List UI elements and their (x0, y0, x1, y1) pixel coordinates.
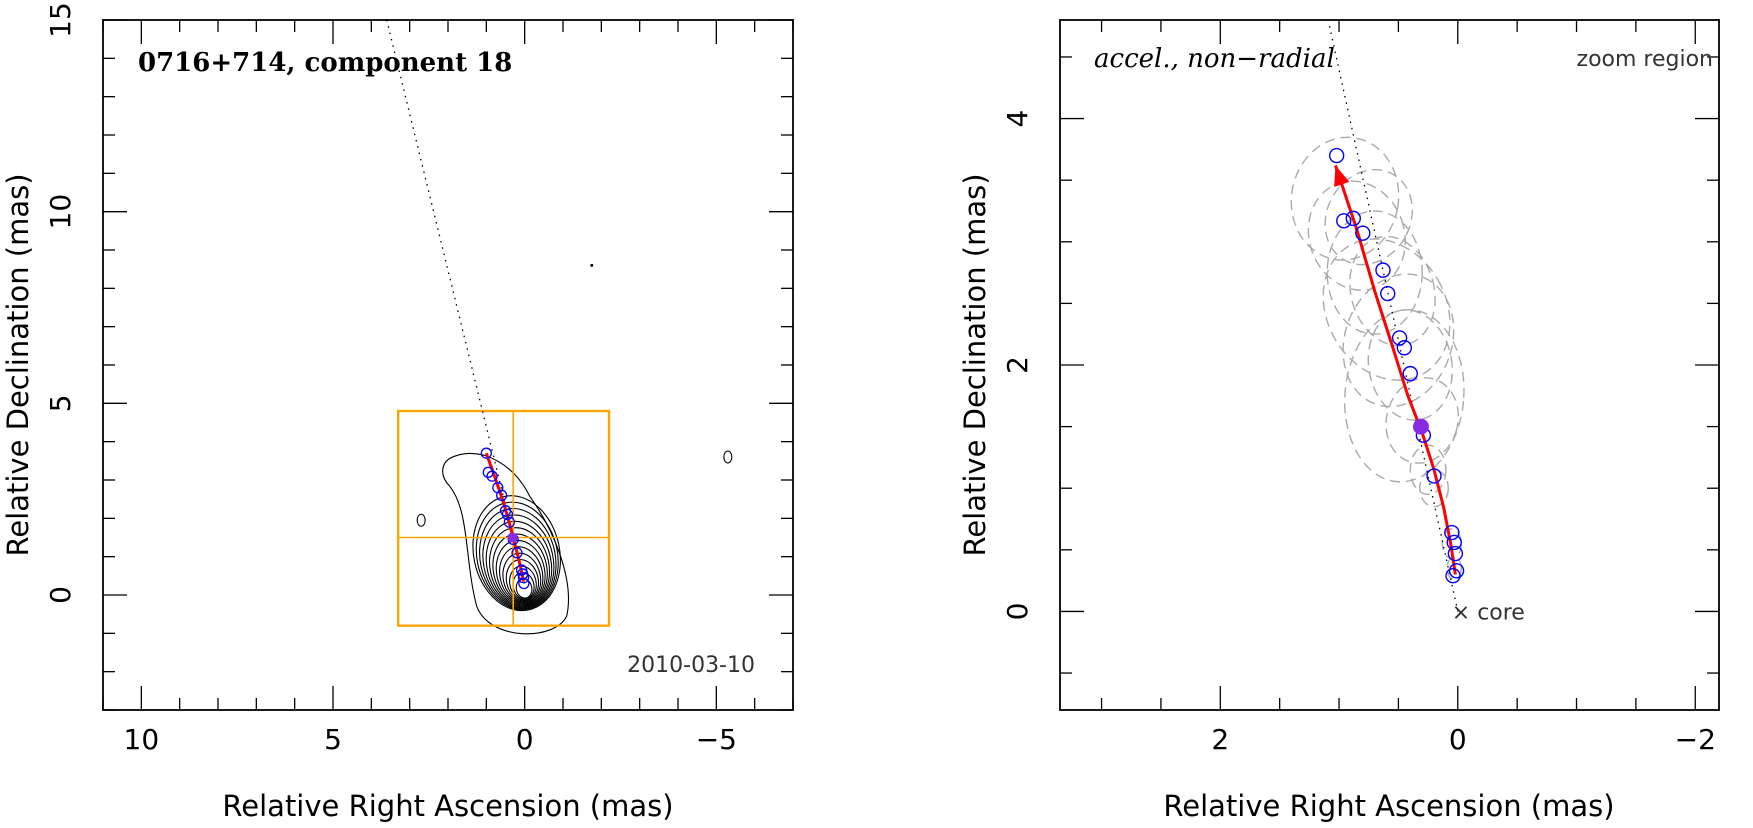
right-ytick-label: 2 (1001, 356, 1034, 374)
component-position-point (517, 572, 530, 584)
component-position-point (1391, 330, 1408, 346)
component-position-point (1402, 365, 1418, 382)
right-corner-label: zoom region (1577, 47, 1713, 72)
component-position-point (1445, 567, 1461, 584)
component-size-ellipse (1290, 136, 1400, 261)
left-xtick-label: 5 (324, 723, 342, 756)
left-date-label: 2010-03-10 (627, 653, 755, 678)
component-size-ellipse (1349, 235, 1436, 347)
component-position-point (1446, 534, 1462, 551)
component-size-ellipse (1342, 273, 1455, 408)
component-position-point (1448, 563, 1465, 579)
right-y-axis-label: Relative Declination (mas) (958, 173, 992, 556)
right-tick-labels: 2 0 −2 0 2 4 (1001, 110, 1716, 756)
component-size-ellipse (1344, 309, 1465, 483)
right-data-layer (1328, 26, 1465, 612)
right-panel: 2 0 −2 0 2 4 accel., non−radial zoom region ×… (958, 19, 1720, 823)
core-label: × core (1452, 600, 1525, 625)
left-xtick-label: −5 (696, 723, 737, 756)
component-size-ellipse (1324, 168, 1414, 266)
component-position-point (1345, 210, 1361, 227)
left-ticks (102, 19, 794, 711)
contour-island (416, 513, 426, 527)
left-y-axis-label: Relative Declination (mas) (1, 173, 35, 556)
component-position-point (1426, 468, 1442, 484)
component-size-ellipse (1419, 469, 1449, 508)
contour-dot (590, 263, 594, 267)
component-position-point (1444, 524, 1460, 541)
left-tick-labels: 10 5 0 −5 0 5 10 15 (44, 2, 737, 756)
component-position-point (503, 516, 515, 528)
component-position-point (1396, 340, 1413, 356)
right-ytick-label: 4 (1001, 110, 1034, 128)
left-ytick-label: 10 (44, 194, 77, 230)
component-position-point (511, 547, 523, 559)
left-xtick-label: 10 (124, 723, 160, 756)
right-ellipses (1290, 136, 1465, 581)
component-size-ellipse (1446, 556, 1463, 581)
contour-island (723, 450, 733, 464)
component-size-ellipse (1322, 238, 1451, 381)
contour-level (475, 501, 559, 611)
projection-dotted-line (1328, 26, 1459, 612)
right-xtick-label: −2 (1675, 723, 1716, 756)
left-panel: 10 5 0 −5 0 5 10 15 0716+714, component 18 2010… (1, 2, 794, 823)
right-ytick-label: 0 (1001, 603, 1034, 621)
right-title: accel., non−radial (1094, 44, 1335, 74)
component-position-point (482, 466, 494, 478)
zoom-box-frame (396, 409, 611, 627)
component-position-point (1447, 545, 1464, 562)
component-position-point (1375, 262, 1391, 278)
right-ticks (1060, 20, 1719, 710)
left-ytick-label: 0 (44, 586, 77, 604)
contour-level (472, 495, 561, 612)
reference-epoch-point (1412, 418, 1429, 435)
left-contours (416, 263, 733, 635)
reference-epoch-point (507, 532, 518, 543)
left-title: 0716+714, component 18 (138, 48, 512, 78)
trajectory-arrowhead (1334, 165, 1350, 187)
component-position-point (1336, 213, 1352, 229)
projection-dotted-line (386, 20, 526, 584)
left-plot-frame (102, 19, 794, 711)
component-position-point (1328, 147, 1345, 164)
right-xtick-label: 0 (1449, 723, 1467, 756)
component-size-ellipse (1409, 444, 1447, 496)
right-plot-frame (1059, 19, 1720, 711)
component-position-point (480, 447, 492, 459)
right-xtick-label: 2 (1211, 723, 1229, 756)
component-position-point (496, 489, 508, 501)
component-size-ellipse (1385, 377, 1460, 464)
component-position-point (486, 470, 498, 482)
component-position-point (1355, 225, 1371, 241)
right-x-axis-label: Relative Right Ascension (mas) (1163, 789, 1614, 823)
contour-outer (442, 453, 569, 635)
component-position-point (501, 508, 514, 521)
left-ytick-label: 5 (44, 394, 77, 412)
left-ytick-label: 15 (44, 2, 77, 38)
left-x-axis-label: Relative Right Ascension (mas) (222, 789, 673, 823)
trajectory-track (1334, 164, 1457, 575)
component-position-point (518, 577, 530, 590)
component-position-point (1380, 285, 1396, 302)
component-size-ellipse (1326, 210, 1423, 335)
left-data-layer (386, 20, 530, 590)
left-xtick-label: 0 (516, 723, 534, 756)
